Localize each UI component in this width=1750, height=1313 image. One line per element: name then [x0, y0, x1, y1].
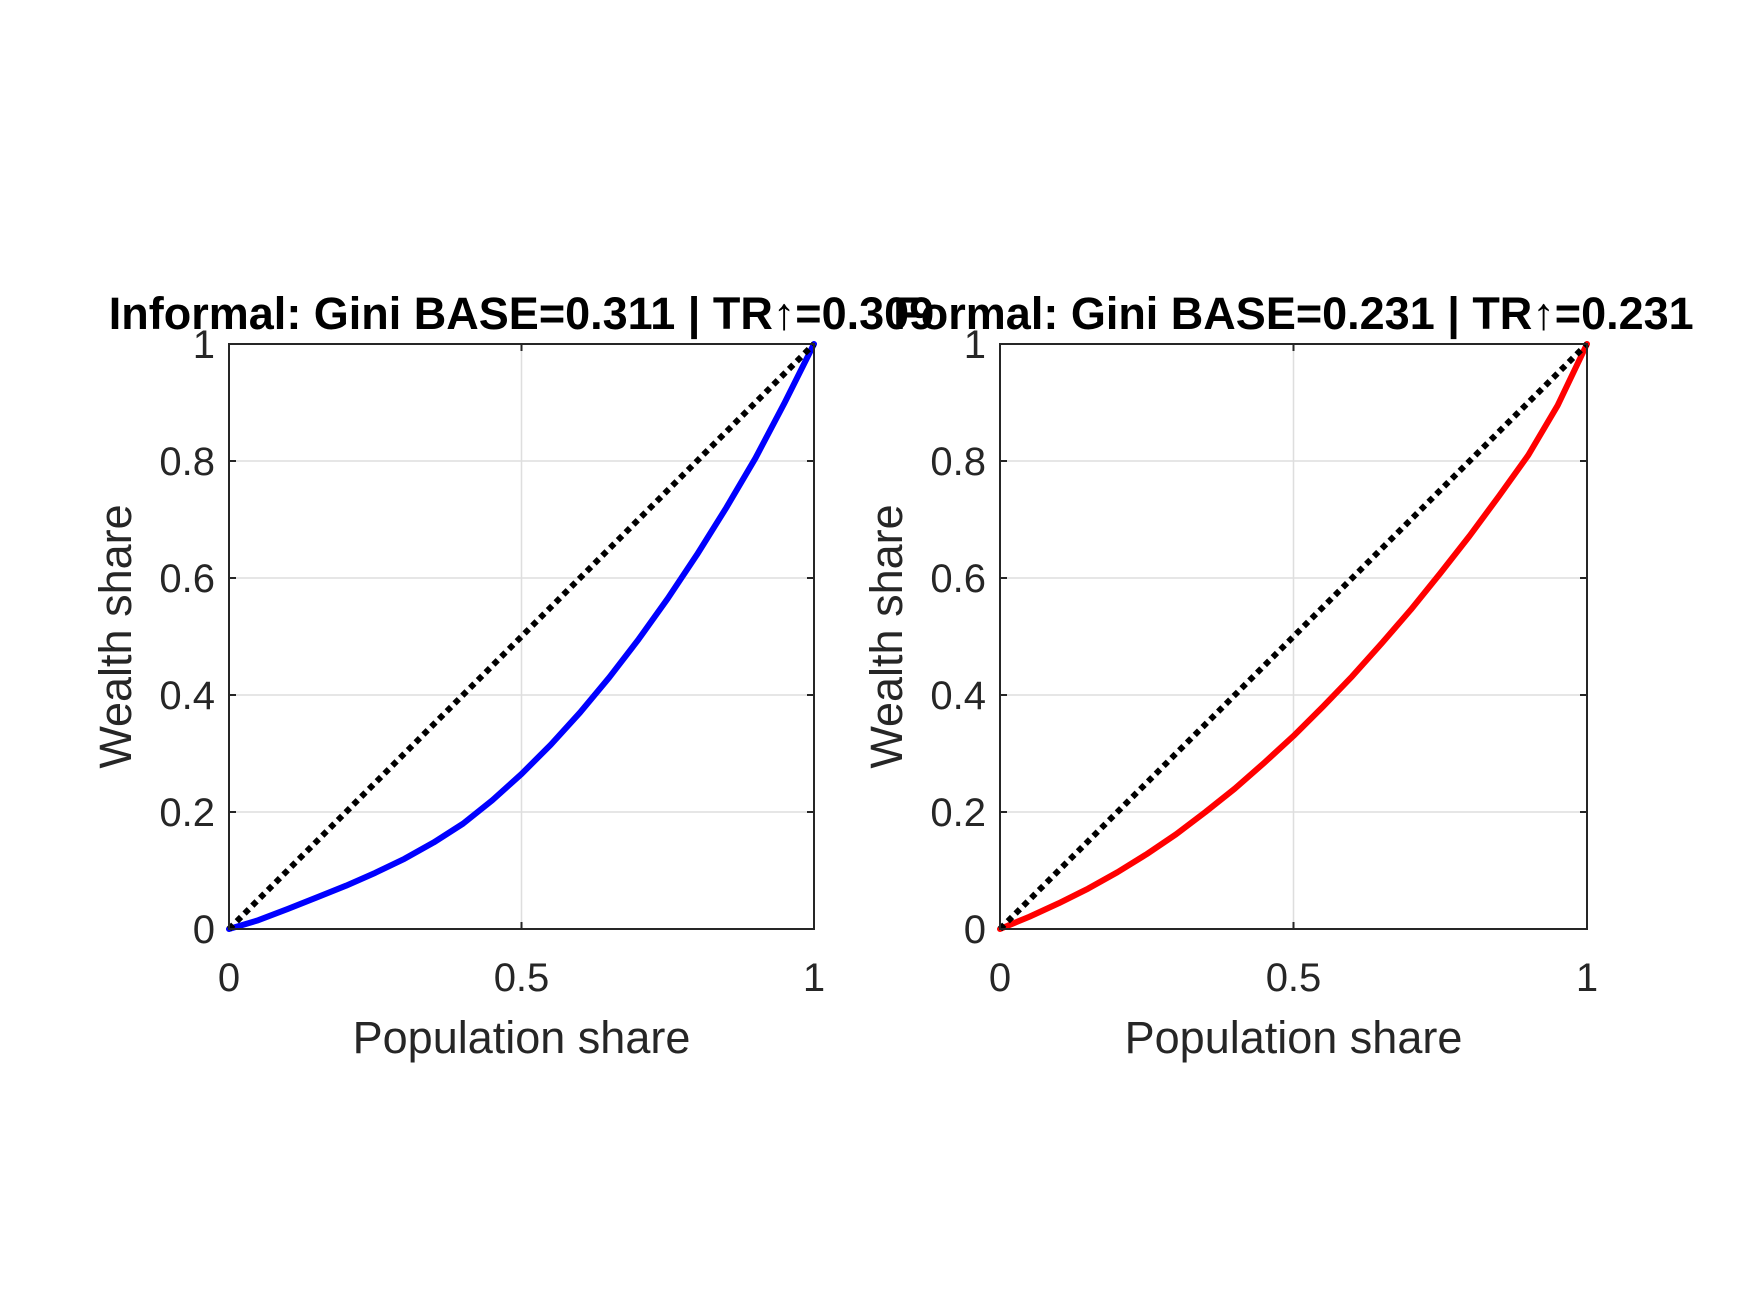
- y-tick-label: 0.8: [159, 440, 215, 484]
- chart-title: Formal: Gini BASE=0.231 | TR↑=0.231: [893, 288, 1693, 340]
- x-tick-label: 0: [989, 956, 1011, 1000]
- chart-panel-1: 0 0.5 1 0 0.2 0.4 0.6 0.8 1 Population share Wealt…: [90, 288, 934, 1063]
- y-tick-label: 0.2: [930, 791, 986, 835]
- y-tick-label: 0.4: [159, 674, 215, 718]
- x-tick-label: 0.5: [1266, 956, 1322, 1000]
- x-tick-label: 0.5: [494, 956, 550, 1000]
- y-tick-label: 0: [193, 908, 215, 952]
- y-tick-label: 1: [964, 323, 986, 367]
- y-tick-label: 0.4: [930, 674, 986, 718]
- y-tick-label: 0.8: [930, 440, 986, 484]
- chart-title: Informal: Gini BASE=0.311 | TR↑=0.309: [109, 288, 934, 340]
- x-axis-label: Population share: [353, 1012, 691, 1063]
- lorenz-curve: [997, 341, 1590, 932]
- chart-panel-2: 0 0.5 1 0 0.2 0.4 0.6 0.8 1 Population share Wealt…: [861, 288, 1694, 1063]
- y-axis-label: Wealth share: [90, 504, 141, 768]
- x-axis-label: Population share: [1125, 1012, 1463, 1063]
- lorenz-curve: [226, 341, 817, 932]
- equality-line: [226, 341, 817, 932]
- y-tick-label: 0: [964, 908, 986, 952]
- y-axis-label: Wealth share: [861, 504, 912, 768]
- x-tick-label: 1: [803, 956, 825, 1000]
- y-tick-label: 0.6: [159, 557, 215, 601]
- x-tick-label: 1: [1576, 956, 1598, 1000]
- y-tick-label: 0.2: [159, 791, 215, 835]
- y-tick-label: 1: [193, 323, 215, 367]
- x-tick-label: 0: [218, 956, 240, 1000]
- y-tick-label: 0.6: [930, 557, 986, 601]
